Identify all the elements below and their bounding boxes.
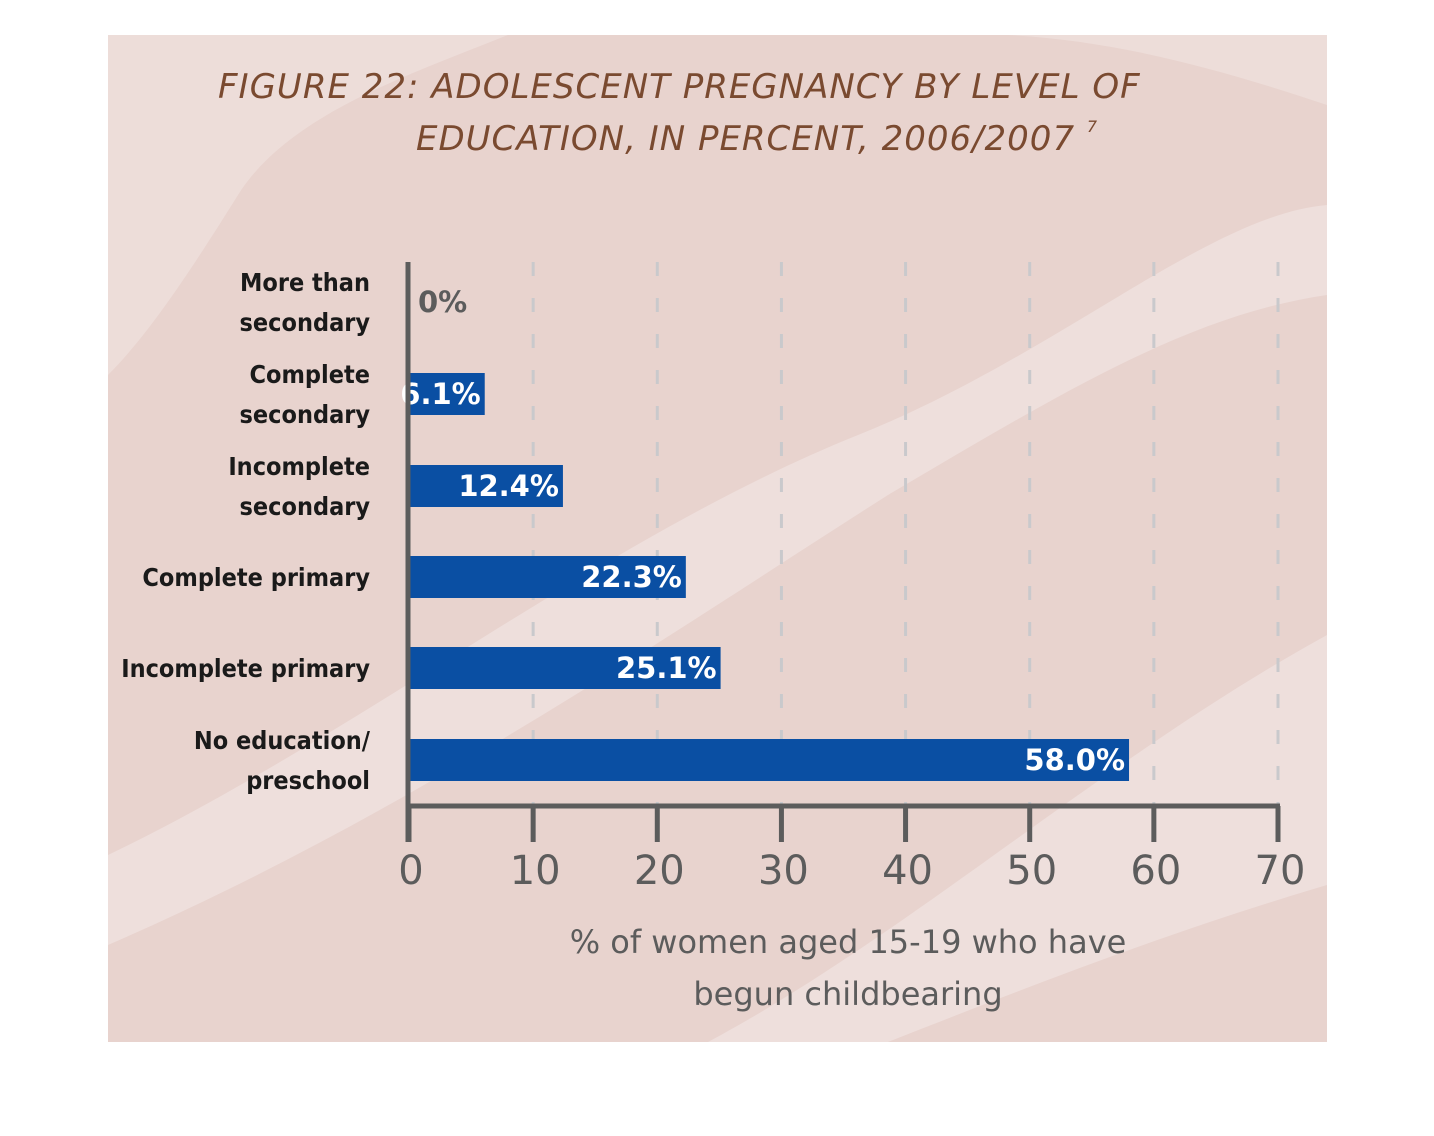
data-label: 12.4% bbox=[458, 469, 559, 503]
x-tick-label: 50 bbox=[1006, 848, 1057, 894]
x-axis-title: begun childbearing bbox=[693, 975, 1002, 1013]
category-label: Incomplete bbox=[228, 452, 370, 481]
footnote-marker: 7 bbox=[1086, 117, 1099, 136]
category-label: More than bbox=[240, 268, 370, 297]
data-label: 25.1% bbox=[616, 651, 717, 685]
category-label: Complete bbox=[250, 360, 370, 389]
x-tick-label: 0 bbox=[398, 848, 423, 894]
category-label: Complete primary bbox=[142, 563, 370, 592]
category-label: secondary bbox=[240, 400, 371, 429]
bar bbox=[409, 556, 686, 598]
x-tick-label: 30 bbox=[758, 848, 809, 894]
x-tick-label: 10 bbox=[510, 848, 561, 894]
bar bbox=[409, 373, 485, 415]
chart-title-line-2-text: EDUCATION, IN PERCENT, 2006/2007 bbox=[416, 119, 1076, 159]
x-tick-label: 20 bbox=[634, 848, 685, 894]
category-label: No education/ bbox=[194, 726, 371, 755]
x-tick-label: 60 bbox=[1130, 848, 1181, 894]
data-label: 58.0% bbox=[1024, 743, 1125, 777]
category-label: secondary bbox=[240, 492, 371, 521]
category-label: Incomplete primary bbox=[121, 654, 370, 683]
bar bbox=[409, 647, 721, 689]
x-tick-label: 40 bbox=[882, 848, 933, 894]
x-tick-label: 70 bbox=[1255, 848, 1306, 894]
bar bbox=[409, 739, 1130, 781]
data-label: 0% bbox=[418, 285, 467, 319]
bar bbox=[409, 465, 563, 507]
data-label: 22.3% bbox=[581, 560, 682, 594]
data-label: 6.1% bbox=[400, 377, 480, 411]
x-axis-title: % of women aged 15-19 who have bbox=[570, 923, 1127, 961]
category-label: secondary bbox=[240, 308, 371, 337]
chart-title-line-2: EDUCATION, IN PERCENT, 2006/2007 7 bbox=[416, 117, 1099, 159]
category-label: preschool bbox=[246, 766, 370, 795]
chart-title-line-1: FIGURE 22: ADOLESCENT PREGNANCY BY LEVEL… bbox=[218, 67, 1141, 107]
